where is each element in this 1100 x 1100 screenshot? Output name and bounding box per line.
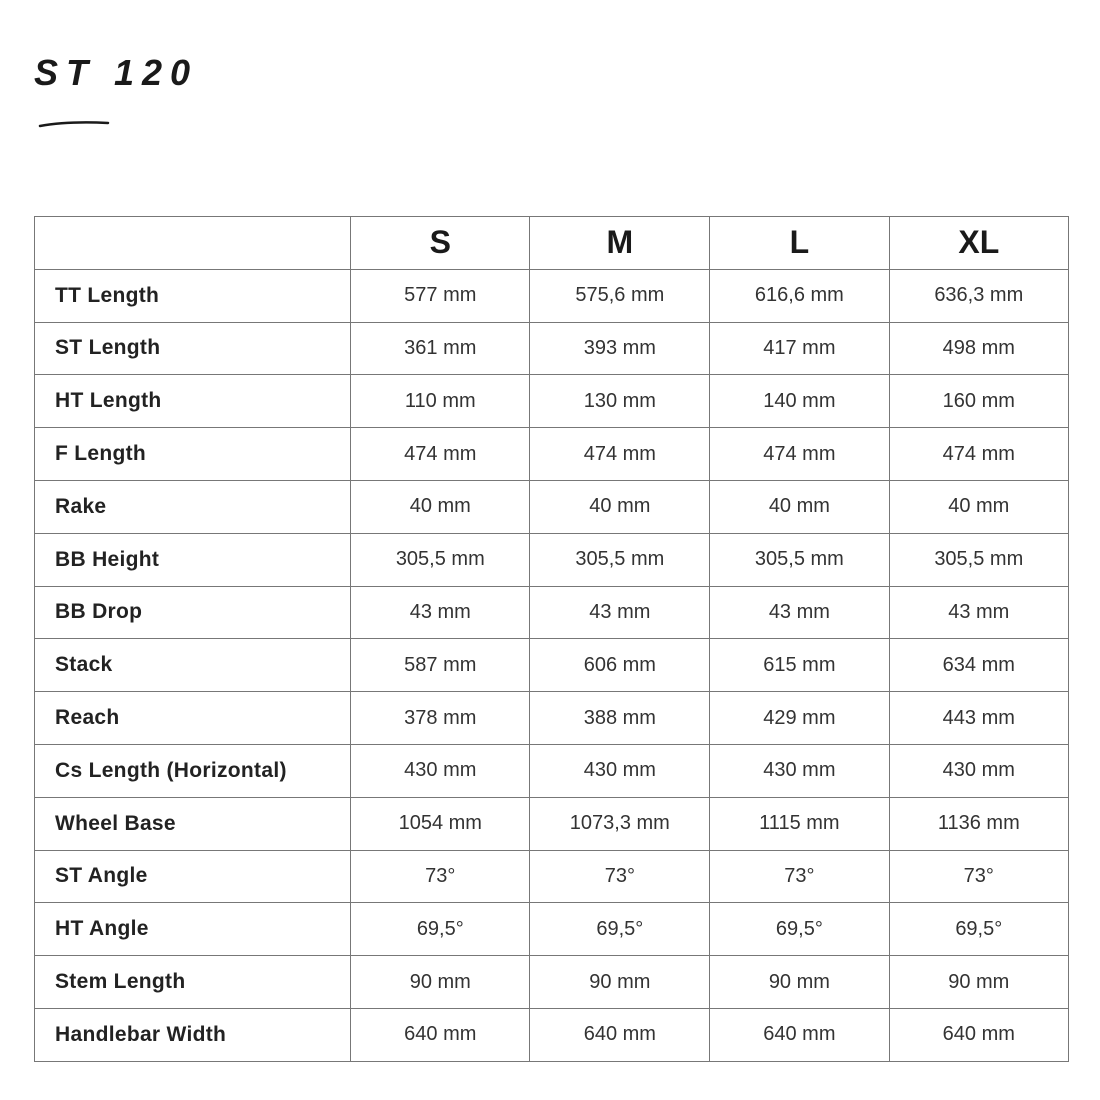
row-label: Wheel Base [33, 796, 352, 851]
table-row: Cs Length (Horizontal) 430 mm 430 mm 430 mm… [33, 743, 1070, 798]
cell-value: 430 mm [350, 743, 531, 798]
cell-value: 430 mm [709, 743, 890, 798]
cell-value: 474 mm [529, 427, 711, 481]
row-label: ST Angle [33, 849, 352, 904]
cell-value: 69,5° [529, 902, 711, 957]
table-row: Wheel Base 1054 mm 1073,3 mm 1115 mm 1136 mm [33, 796, 1070, 851]
cell-value: 474 mm [888, 427, 1070, 481]
row-label: Cs Length (Horizontal) [33, 743, 352, 798]
cell-value: 40 mm [888, 479, 1070, 534]
cell-value: 305,5 mm [350, 532, 531, 587]
cell-value: 43 mm [350, 585, 531, 640]
cell-value: 73° [350, 849, 531, 904]
row-label: Stem Length [33, 955, 352, 1009]
cell-value: 69,5° [350, 902, 531, 957]
cell-value: 378 mm [350, 691, 531, 745]
cell-value: 90 mm [888, 955, 1070, 1009]
cell-value: 616,6 mm [709, 268, 890, 323]
cell-value: 73° [888, 849, 1070, 904]
cell-value: 1136 mm [888, 796, 1070, 851]
cell-value: 1073,3 mm [529, 796, 711, 851]
cell-value: 43 mm [709, 585, 890, 640]
cell-value: 640 mm [709, 1007, 890, 1062]
table-row: HT Length 110 mm 130 mm 140 mm 160 mm [33, 374, 1070, 429]
row-label: Handlebar Width [33, 1007, 352, 1062]
cell-value: 43 mm [888, 585, 1070, 640]
table-row: ST Length 361 mm 393 mm 417 mm 498 mm [33, 321, 1070, 376]
table-row: HT Angle 69,5° 69,5° 69,5° 69,5° [33, 902, 1070, 957]
cell-value: 69,5° [888, 902, 1070, 957]
row-label: Rake [33, 479, 352, 534]
cell-value: 305,5 mm [888, 532, 1070, 587]
header-size-s: S [350, 216, 531, 270]
cell-value: 73° [529, 849, 711, 904]
cell-value: 430 mm [888, 743, 1070, 798]
cell-value: 160 mm [888, 374, 1070, 429]
row-label: BB Height [33, 532, 352, 587]
header-row: S M L XL [33, 216, 1070, 270]
cell-value: 640 mm [888, 1007, 1070, 1062]
table-row: BB Drop 43 mm 43 mm 43 mm 43 mm [33, 585, 1070, 640]
row-label: Stack [33, 638, 352, 693]
header-blank [33, 216, 352, 270]
cell-value: 90 mm [350, 955, 531, 1009]
row-label: BB Drop [33, 585, 352, 640]
row-label: Reach [33, 691, 352, 745]
cell-value: 498 mm [888, 321, 1070, 376]
cell-value: 417 mm [709, 321, 890, 376]
cell-value: 361 mm [350, 321, 531, 376]
cell-value: 640 mm [350, 1007, 531, 1062]
cell-value: 1054 mm [350, 796, 531, 851]
cell-value: 430 mm [529, 743, 711, 798]
cell-value: 443 mm [888, 691, 1070, 745]
cell-value: 640 mm [529, 1007, 711, 1062]
cell-value: 305,5 mm [709, 532, 890, 587]
row-label: HT Length [33, 374, 352, 429]
table-row: Handlebar Width 640 mm 640 mm 640 mm 640 mm [33, 1007, 1070, 1062]
cell-value: 577 mm [350, 268, 531, 323]
page-title: ST 120 [34, 52, 199, 93]
header-size-m: M [529, 216, 711, 270]
row-label: ST Length [33, 321, 352, 376]
header-size-l: L [709, 216, 890, 270]
table-row: Reach 378 mm 388 mm 429 mm 443 mm [33, 691, 1070, 745]
cell-value: 40 mm [709, 479, 890, 534]
table-row: Rake 40 mm 40 mm 40 mm 40 mm [33, 479, 1070, 534]
cell-value: 140 mm [709, 374, 890, 429]
header-size-xl: XL [888, 216, 1070, 270]
row-label: TT Length [33, 268, 352, 323]
cell-value: 40 mm [529, 479, 711, 534]
cell-value: 393 mm [529, 321, 711, 376]
table-row: ST Angle 73° 73° 73° 73° [33, 849, 1070, 904]
cell-value: 69,5° [709, 902, 890, 957]
row-label: F Length [33, 427, 352, 481]
table-row: F Length 474 mm 474 mm 474 mm 474 mm [33, 427, 1070, 481]
cell-value: 40 mm [350, 479, 531, 534]
table-row: TT Length 577 mm 575,6 mm 616,6 mm 636,3 mm [33, 268, 1070, 323]
geometry-table: S M L XL TT Length 577 mm 575,6 mm 616,6 mm… [33, 216, 1070, 1062]
cell-value: 636,3 mm [888, 268, 1070, 323]
table-row: Stack 587 mm 606 mm 615 mm 634 mm [33, 638, 1070, 693]
cell-value: 615 mm [709, 638, 890, 693]
row-label: HT Angle [33, 902, 352, 957]
cell-value: 90 mm [709, 955, 890, 1009]
cell-value: 73° [709, 849, 890, 904]
cell-value: 587 mm [350, 638, 531, 693]
table-row: Stem Length 90 mm 90 mm 90 mm 90 mm [33, 955, 1070, 1009]
cell-value: 575,6 mm [529, 268, 711, 323]
cell-value: 43 mm [529, 585, 711, 640]
brush-underline [38, 121, 110, 128]
cell-value: 305,5 mm [529, 532, 711, 587]
cell-value: 474 mm [350, 427, 531, 481]
cell-value: 130 mm [529, 374, 711, 429]
cell-value: 388 mm [529, 691, 711, 745]
cell-value: 606 mm [529, 638, 711, 693]
cell-value: 429 mm [709, 691, 890, 745]
table-row: BB Height 305,5 mm 305,5 mm 305,5 mm 305,5 m… [33, 532, 1070, 587]
cell-value: 1115 mm [709, 796, 890, 851]
cell-value: 474 mm [709, 427, 890, 481]
cell-value: 110 mm [350, 374, 531, 429]
cell-value: 634 mm [888, 638, 1070, 693]
cell-value: 90 mm [529, 955, 711, 1009]
